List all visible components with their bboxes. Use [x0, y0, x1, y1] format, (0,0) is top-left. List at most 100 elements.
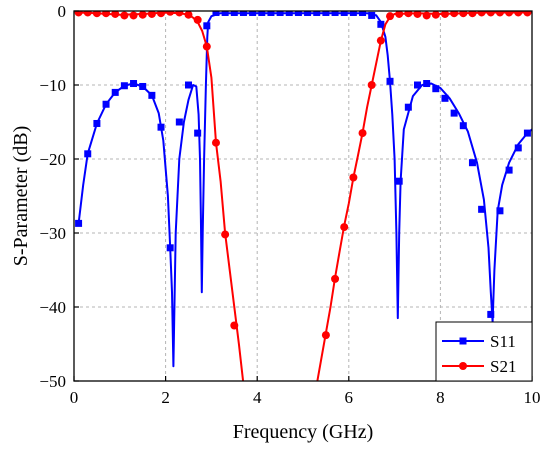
- data-point-s11: [230, 11, 238, 16]
- y-tick-label: −20: [39, 150, 66, 169]
- data-point-s21: [495, 11, 504, 17]
- series-line-s11: [77, 12, 532, 368]
- data-point-s21: [184, 11, 193, 19]
- x-tick-label: 0: [70, 388, 79, 407]
- data-point-s21: [386, 12, 395, 21]
- legend-marker-s21: [459, 362, 467, 370]
- y-tick-label: 0: [58, 2, 67, 21]
- data-point-s11: [111, 88, 119, 96]
- data-point-s11: [414, 81, 421, 89]
- data-point-s11: [404, 103, 412, 111]
- data-point-s21: [211, 138, 220, 147]
- x-tick-label: 4: [253, 388, 262, 407]
- y-tick-label: −50: [39, 372, 66, 391]
- data-point-s11: [478, 205, 486, 213]
- plot-background: [74, 11, 532, 381]
- legend: S11 S21: [435, 321, 533, 382]
- data-point-s21: [331, 274, 340, 283]
- data-point-s21: [367, 81, 376, 89]
- data-point-s21: [138, 11, 147, 19]
- data-point-s11: [459, 122, 467, 130]
- data-point-s11: [368, 11, 376, 19]
- data-point-s11: [331, 11, 339, 16]
- data-point-s11: [166, 244, 174, 252]
- data-point-s11: [496, 207, 504, 215]
- data-point-s21: [486, 11, 495, 17]
- data-point-s21: [422, 11, 431, 20]
- data-point-s21: [376, 36, 385, 45]
- data-point-s11: [423, 80, 431, 88]
- data-point-s21: [450, 11, 459, 18]
- data-point-s21: [193, 15, 202, 24]
- data-point-s21: [404, 11, 413, 18]
- data-point-s21: [440, 11, 449, 18]
- data-point-s11: [258, 11, 266, 16]
- data-point-s21: [92, 11, 101, 18]
- data-point-s11: [349, 11, 357, 16]
- data-point-s11: [249, 11, 257, 16]
- data-point-s21: [468, 11, 477, 18]
- y-tick-label: −40: [39, 298, 66, 317]
- data-point-s11: [487, 310, 495, 318]
- data-point-s21: [202, 42, 211, 51]
- data-point-s11: [285, 11, 293, 16]
- data-point-s11: [203, 22, 211, 30]
- data-point-s21: [74, 11, 83, 17]
- data-point-s21: [395, 11, 404, 18]
- data-point-s11: [175, 118, 183, 126]
- data-point-s11: [157, 123, 165, 131]
- legend-box: [435, 321, 533, 382]
- data-point-s11: [395, 177, 403, 185]
- data-point-s11: [212, 11, 220, 16]
- data-point-s11: [386, 77, 394, 85]
- x-axis-title: Frequency (GHz): [233, 421, 374, 443]
- data-point-s21: [358, 129, 367, 138]
- data-point-s11: [359, 11, 367, 16]
- data-point-s21: [477, 11, 486, 17]
- y-tick-label: −30: [39, 224, 66, 243]
- data-point-s11: [75, 219, 83, 227]
- data-point-s21: [102, 11, 111, 18]
- data-point-s21: [129, 11, 138, 20]
- ticks: 0 2 4 6 8 10 0 −10 −20 −30 −40 −50: [39, 2, 540, 407]
- data-point-s11: [93, 119, 101, 127]
- x-tick-label: 8: [436, 388, 445, 407]
- data-point-s11: [340, 11, 348, 16]
- data-point-s21: [505, 11, 514, 17]
- data-point-s11: [450, 109, 458, 117]
- data-point-s21: [459, 11, 468, 18]
- data-point-s11: [514, 144, 522, 152]
- x-tick-label: 10: [524, 388, 541, 407]
- data-point-s11: [523, 129, 531, 137]
- data-point-s21: [157, 11, 166, 18]
- data-point-s21: [321, 331, 330, 340]
- data-point-s21: [175, 11, 184, 17]
- data-point-s11: [276, 11, 284, 16]
- data-point-s21: [111, 11, 120, 18]
- x-tick-label: 6: [345, 388, 354, 407]
- data-point-s11: [322, 11, 330, 16]
- legend-label-s21: S21: [490, 357, 516, 376]
- data-point-s11: [468, 159, 476, 167]
- data-point-s11: [102, 100, 110, 108]
- data-point-s11: [313, 11, 321, 16]
- legend-marker-s11: [459, 337, 467, 345]
- data-point-s21: [349, 173, 358, 182]
- legend-label-s11: S11: [490, 332, 516, 351]
- grid: [74, 11, 532, 381]
- data-point-s11: [194, 129, 202, 137]
- data-point-s21: [230, 321, 239, 330]
- data-point-s21: [166, 11, 175, 16]
- data-point-s11: [432, 85, 440, 93]
- data-point-s11: [267, 11, 275, 16]
- data-point-s21: [340, 223, 349, 232]
- data-point-s11: [294, 11, 302, 16]
- x-tick-label: 2: [161, 388, 170, 407]
- data-point-s21: [83, 11, 92, 17]
- data-point-s11: [239, 11, 247, 16]
- y-axis-title: S-Parameter (dB): [10, 126, 32, 267]
- data-point-s11: [377, 20, 385, 28]
- data-point-s21: [523, 11, 532, 17]
- data-point-s11: [148, 91, 156, 99]
